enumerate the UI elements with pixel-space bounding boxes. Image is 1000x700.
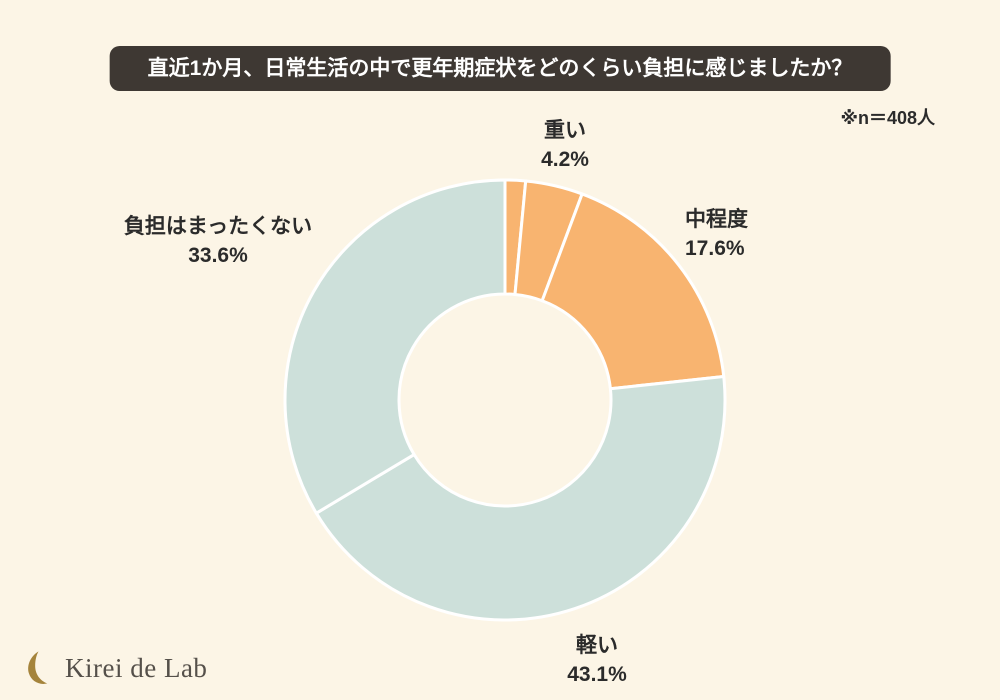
- segment-label-light-name: 軽い: [575, 634, 618, 657]
- donut-segment: [314, 375, 727, 622]
- segment-label-light-value: 43.1%: [567, 663, 627, 687]
- chart-title: 直近1か月、日常生活の中で更年期症状をどのくらい負担に感じましたか？: [109, 46, 891, 91]
- brand-logo: Kirei de Lab: [26, 650, 207, 686]
- crescent-logo-icon: [28, 651, 48, 684]
- segment-label-none-value: 33.6%: [188, 244, 248, 268]
- sample-size-note: ※n＝408人: [840, 108, 935, 128]
- segment-label-heavy-name: 重い: [544, 119, 586, 142]
- segment-label-none: 負担はまったくない 33.6%: [124, 212, 312, 271]
- segment-label-heavy: 重い 4.2%: [541, 116, 589, 175]
- donut-segment: [540, 192, 726, 391]
- segment-label-moderate-value: 17.6%: [685, 237, 745, 261]
- segment-label-heavy-value: 4.2%: [541, 148, 589, 172]
- segment-label-none-name: 負担はまったくない: [123, 215, 313, 238]
- segment-label-light: 軽い 43.1%: [567, 631, 627, 690]
- donut-segment: [283, 178, 507, 515]
- segment-label-moderate-name: 中程度: [685, 208, 748, 231]
- segment-label-moderate: 中程度 17.6%: [685, 205, 748, 264]
- brand-logo-text: Kirei de Lab: [65, 652, 208, 683]
